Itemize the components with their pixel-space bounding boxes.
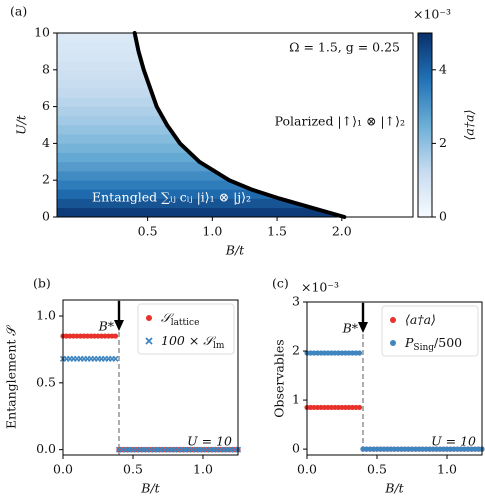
- heatmap-cell: [57, 152, 345, 163]
- heatmap-cell: [57, 170, 345, 181]
- x-tick-label: 1.0: [437, 462, 457, 477]
- bstar-label: B*: [98, 319, 115, 334]
- heatmap-cell: [57, 179, 345, 190]
- colorbar-multiplier: ×10⁻³: [413, 7, 451, 22]
- heatmap-cell: [57, 161, 345, 172]
- legend-name: ⟨a†a⟩: [405, 312, 436, 327]
- y-tick-label: 1: [292, 392, 300, 407]
- y-tick-label: 0: [42, 209, 50, 224]
- heatmap-cell: [57, 87, 345, 98]
- bstar-arrowhead: [114, 320, 124, 331]
- legend-marker: [145, 337, 153, 345]
- y-axis-label: Observables: [272, 339, 287, 417]
- point: [356, 350, 363, 356]
- legend-label: 100 × 𝒮lm: [161, 333, 225, 351]
- legend-box: [137, 303, 235, 355]
- x-tick-label: 0.5: [123, 462, 143, 477]
- point: [112, 333, 119, 339]
- y-tick-label: 0.5: [36, 374, 56, 389]
- u-label: U = 10: [187, 434, 232, 449]
- x-tick-label: 0.0: [53, 462, 73, 477]
- legend-sub: Sing: [413, 343, 434, 353]
- legend-marker: [390, 317, 396, 323]
- x-tick-label: 0.5: [138, 224, 158, 239]
- y-tick-label: 4: [42, 135, 50, 150]
- legend-sub: lm: [213, 341, 225, 351]
- legend-marker: [146, 315, 152, 321]
- u-label: U = 10: [431, 434, 476, 449]
- x-tick-label: 1.0: [193, 462, 213, 477]
- x-tick-label: 2.0: [332, 224, 352, 239]
- heatmap-cell: [57, 189, 345, 199]
- polarized-label: Polarized |↑⟩₁ ⊗ |↑⟩₂: [275, 114, 405, 129]
- y-tick-label: 6: [42, 98, 50, 113]
- y-tick-label: 0.0: [36, 441, 56, 456]
- axes-frame: [62, 299, 239, 456]
- panel-label: (b): [33, 276, 51, 291]
- heatmap-cell: [57, 69, 345, 80]
- bstar-label: B*: [342, 321, 359, 336]
- x-tick-label: 0.5: [367, 462, 387, 477]
- heatmap-cell: [57, 60, 345, 71]
- axes-frame: [56, 32, 414, 218]
- x-axis-label: B/t: [225, 243, 245, 258]
- point: [356, 404, 363, 411]
- x-axis-label: B/t: [140, 481, 160, 496]
- colorbar-label: ⟨a†a⟩: [462, 110, 477, 141]
- legend-name: 100 × 𝒮: [161, 333, 216, 348]
- legend-sub: lattice: [171, 318, 200, 328]
- legend-name: P: [404, 335, 414, 350]
- y-tick-label: 0: [292, 441, 300, 456]
- y-axis-label: U/t: [14, 114, 29, 135]
- colorbar-tick-label: 2: [439, 135, 447, 150]
- point: [112, 355, 119, 362]
- bstar-arrowhead: [358, 322, 368, 333]
- entangled-label: Entangled ∑ᵢⱼ cᵢⱼ |i⟩₁ ⊗ |j⟩₂: [92, 190, 251, 205]
- y-tick-label: 10: [34, 25, 50, 40]
- x-axis-label: B/t: [384, 481, 404, 496]
- params-label: Ω = 1.5, g = 0.25: [289, 40, 400, 55]
- y-tick-label: 3: [292, 294, 300, 309]
- legend-post: /500: [434, 335, 462, 350]
- axes-frame: [306, 301, 483, 456]
- heatmap-cell: [57, 97, 345, 107]
- phase-boundary: [132, 31, 347, 219]
- colorbar-tick-label: 4: [439, 61, 447, 76]
- legend-marker: [390, 340, 396, 346]
- x-tick-label: 1.5: [267, 224, 287, 239]
- y-multiplier: ×10⁻³: [301, 280, 339, 295]
- heatmap-cell: [57, 207, 345, 217]
- legend-box: [381, 305, 479, 357]
- panel-label: (c): [272, 276, 289, 291]
- y-tick-label: 2: [292, 343, 300, 358]
- y-axis-label: Entanglement 𝒮: [4, 324, 19, 429]
- x-tick-label: 0.0: [297, 462, 317, 477]
- legend-label: ⟨a†a⟩: [405, 312, 436, 327]
- colorbar: [417, 32, 433, 218]
- heatmap-cell: [57, 78, 345, 89]
- panel-label: (a): [10, 4, 27, 19]
- y-tick-label: 1.0: [36, 308, 56, 323]
- heatmap-cell: [57, 143, 345, 153]
- y-tick-label: 8: [42, 61, 50, 76]
- legend-label: PSing/500: [404, 335, 462, 353]
- colorbar-tick-label: 0: [439, 209, 447, 224]
- x-tick-label: 1.0: [202, 224, 222, 239]
- heatmap-cell: [57, 133, 345, 144]
- y-tick-label: 2: [42, 172, 50, 187]
- heatmap-cell: [57, 198, 345, 209]
